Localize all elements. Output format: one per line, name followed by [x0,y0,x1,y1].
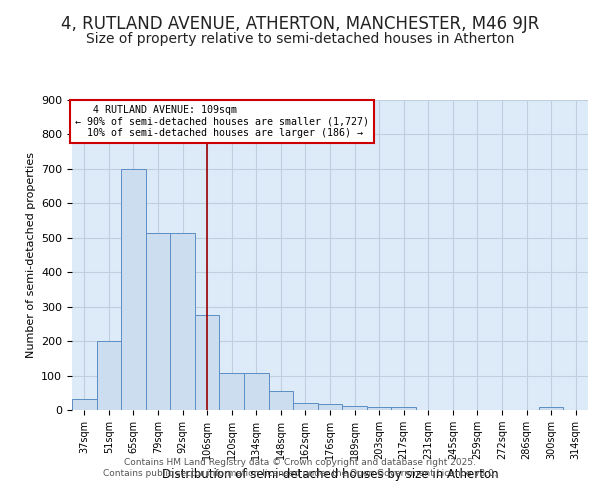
Bar [269,391,293,410]
Text: 4 RUTLAND AVENUE: 109sqm
← 90% of semi-detached houses are smaller (1,727)
  10%: 4 RUTLAND AVENUE: 109sqm ← 90% of semi-d… [74,104,368,138]
Bar [293,403,318,410]
Bar [97,341,121,410]
Bar [195,316,220,410]
Bar [367,406,391,410]
Text: Contains HM Land Registry data © Crown copyright and database right 2025.
Contai: Contains HM Land Registry data © Crown c… [103,458,497,477]
Bar [170,232,195,410]
Bar [121,169,146,410]
X-axis label: Distribution of semi-detached houses by size in Atherton: Distribution of semi-detached houses by … [161,468,499,480]
Text: Size of property relative to semi-detached houses in Atherton: Size of property relative to semi-detach… [86,32,514,46]
Bar [244,373,269,410]
Y-axis label: Number of semi-detached properties: Number of semi-detached properties [26,152,35,358]
Bar [391,407,416,410]
Bar [342,406,367,410]
Bar [72,398,97,410]
Bar [220,373,244,410]
Bar [318,404,342,410]
Text: 4, RUTLAND AVENUE, ATHERTON, MANCHESTER, M46 9JR: 4, RUTLAND AVENUE, ATHERTON, MANCHESTER,… [61,15,539,33]
Bar [539,407,563,410]
Bar [146,232,170,410]
